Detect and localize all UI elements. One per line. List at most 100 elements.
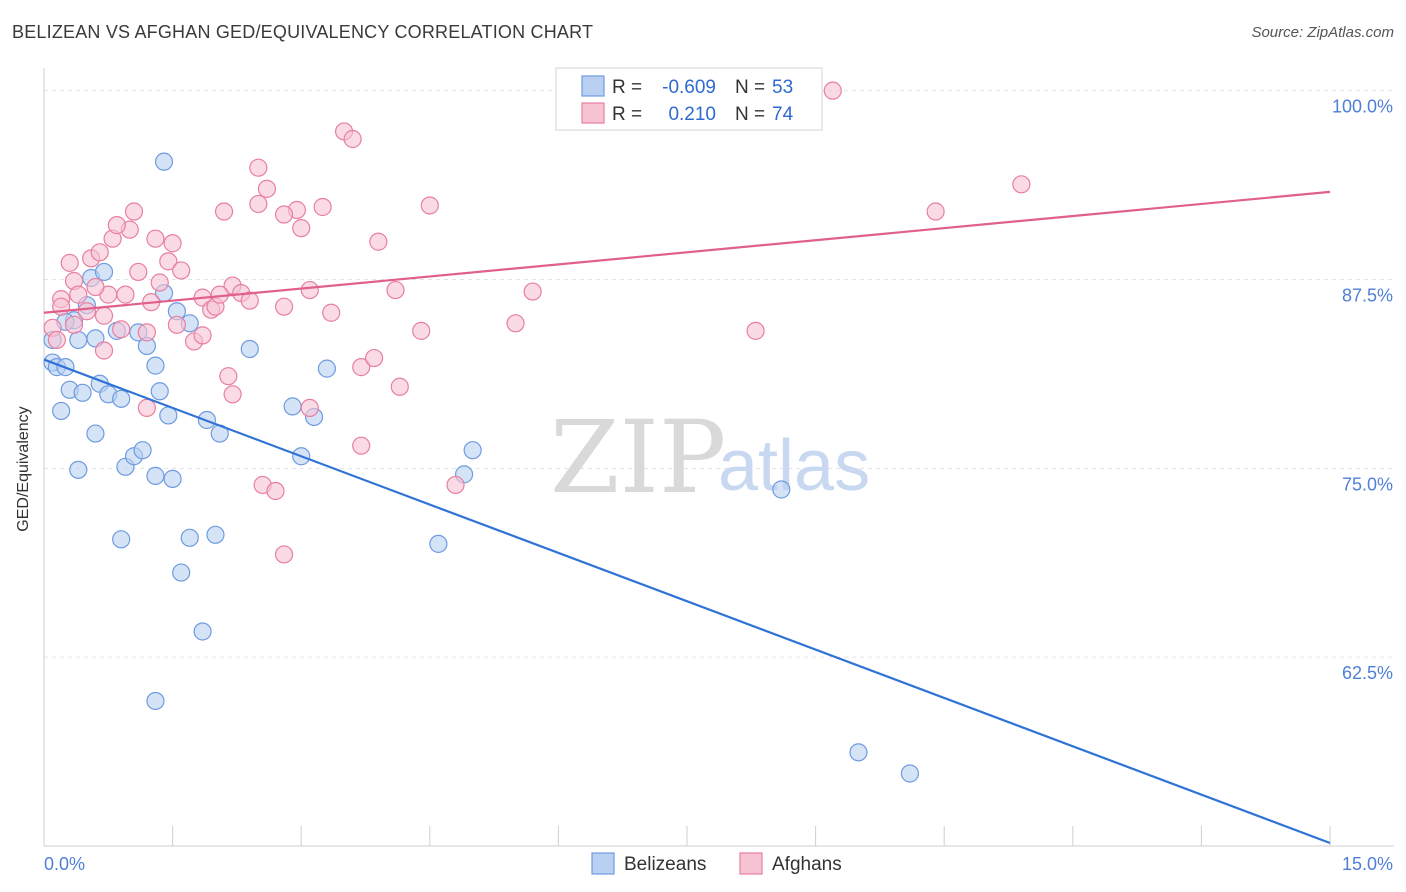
afghan-point-42 xyxy=(369,232,388,251)
y-tick-label-0: 100.0% xyxy=(1332,97,1393,117)
belizean-point-48 xyxy=(772,480,791,499)
afghan-point-9 xyxy=(94,306,114,325)
afghan-point-33 xyxy=(274,297,294,316)
afghan-point-32 xyxy=(257,179,277,198)
trend-lines xyxy=(43,190,1331,845)
belizean-point-32 xyxy=(317,359,337,378)
afghan-point-49 xyxy=(523,282,542,301)
legend-r-label-1: R = xyxy=(612,77,642,98)
afghan-point-61 xyxy=(300,398,319,418)
stats-legend: R = -0.609 N = 53 R = 0.210 N = 74 xyxy=(555,67,823,131)
belizean-point-35 xyxy=(69,460,88,479)
watermark-atlas: atlas xyxy=(718,426,870,506)
belizean-point-29 xyxy=(283,397,302,416)
afghan-point-20 xyxy=(150,273,169,292)
gridlines xyxy=(44,90,1394,658)
belizean-point-21 xyxy=(150,382,169,401)
afghan-point-48 xyxy=(506,314,525,333)
afghan-point-60 xyxy=(352,436,371,455)
y-tick-label-3: 62.5% xyxy=(1342,663,1393,683)
afghan-point-46 xyxy=(420,196,439,215)
afghan-trend-line xyxy=(43,190,1331,314)
series-legend: Belizeans Afghans xyxy=(591,852,842,875)
afghan-point-63 xyxy=(193,326,212,345)
watermark-zip: ZIP xyxy=(550,399,726,516)
legend-r-value-2: 0.210 xyxy=(668,104,716,125)
afghan-point-21 xyxy=(159,252,178,271)
afghan-point-1 xyxy=(47,330,66,350)
afghan-point-66 xyxy=(292,219,311,238)
afghan-point-23 xyxy=(172,261,191,280)
afghan-point-54 xyxy=(274,545,294,564)
afghan-point-16 xyxy=(129,262,148,282)
afghan-point-50 xyxy=(746,321,765,340)
belizean-point-7 xyxy=(69,330,88,350)
afghan-point-19 xyxy=(146,229,165,248)
afghan-point-71 xyxy=(64,315,84,334)
afghan-point-6 xyxy=(77,302,96,321)
afghan-point-51 xyxy=(823,81,842,100)
bottom-legend-afghans: Afghans xyxy=(772,854,842,875)
belizean-point-43 xyxy=(193,622,212,641)
chart-title: BELIZEAN VS AFGHAN GED/EQUIVALENCY CORRE… xyxy=(12,22,594,42)
afghan-point-72 xyxy=(94,341,114,360)
afghan-point-39 xyxy=(343,129,362,149)
belizean-point-34 xyxy=(163,469,182,489)
afghan-point-44 xyxy=(390,377,409,396)
afghan-point-41 xyxy=(364,348,384,368)
bottom-legend-belizeans: Belizeans xyxy=(624,854,706,875)
legend-swatch-belizeans xyxy=(581,75,605,97)
legend-r-value-1: -0.609 xyxy=(662,77,716,98)
belizean-point-50 xyxy=(900,764,920,783)
afghan-point-68 xyxy=(107,216,126,235)
afghan-point-59 xyxy=(137,398,156,418)
afghan-point-12 xyxy=(112,320,131,339)
belizean-point-42 xyxy=(172,563,191,582)
y-tick-label-2: 75.0% xyxy=(1342,474,1393,494)
legend-n-value-1: 53 xyxy=(772,77,793,98)
x-tick-labels: 0.0% 15.0% xyxy=(44,854,1393,874)
watermark: ZIP atlas xyxy=(550,399,870,516)
belizean-point-49 xyxy=(849,743,868,762)
afghan-point-13 xyxy=(116,285,135,304)
afghan-point-58 xyxy=(223,385,242,404)
belizean-trend-line xyxy=(43,358,1331,845)
bottom-legend-swatch-belizeans xyxy=(591,852,615,875)
afghan-point-3 xyxy=(60,253,79,272)
belizean-point-39 xyxy=(180,528,199,547)
afghan-point-57 xyxy=(219,367,238,386)
belizean-point-5 xyxy=(52,401,71,421)
belizean-point-28 xyxy=(240,339,259,359)
afghan-point-5 xyxy=(69,285,88,304)
x-tick-label-0: 0.0% xyxy=(44,854,85,874)
afghan-point-73 xyxy=(274,205,294,224)
belizean-point-15 xyxy=(94,262,114,282)
belizean-point-47 xyxy=(429,534,448,553)
afghan-point-45 xyxy=(412,321,431,340)
legend-n-label-1: N = xyxy=(735,77,765,98)
afghan-point-40 xyxy=(352,358,371,377)
belizean-point-20 xyxy=(146,356,165,375)
afghan-point-56 xyxy=(266,481,285,501)
afghan-point-31 xyxy=(249,158,268,177)
x-tick-label-1: 15.0% xyxy=(1342,854,1393,874)
afghan-point-8 xyxy=(90,243,109,262)
afghan-point-53 xyxy=(1012,175,1031,194)
afghan-point-52 xyxy=(926,202,945,221)
bottom-legend-swatch-afghans xyxy=(739,852,763,875)
legend-swatch-afghans xyxy=(581,102,605,124)
afghan-point-65 xyxy=(249,194,268,214)
belizean-point-16 xyxy=(112,389,131,408)
afghan-point-17 xyxy=(137,323,156,342)
belizean-point-41 xyxy=(112,530,131,549)
belizean-point-40 xyxy=(206,525,225,544)
afghan-point-47 xyxy=(446,475,465,495)
belizean-point-44 xyxy=(146,691,165,711)
belizean-point-8 xyxy=(73,383,92,402)
afghan-point-15 xyxy=(124,202,144,221)
afghan-point-36 xyxy=(313,197,332,217)
legend-n-label-2: N = xyxy=(735,104,765,125)
legend-r-label-2: R = xyxy=(612,104,642,125)
afghan-point-35 xyxy=(300,280,319,300)
afghan-point-37 xyxy=(322,303,341,322)
